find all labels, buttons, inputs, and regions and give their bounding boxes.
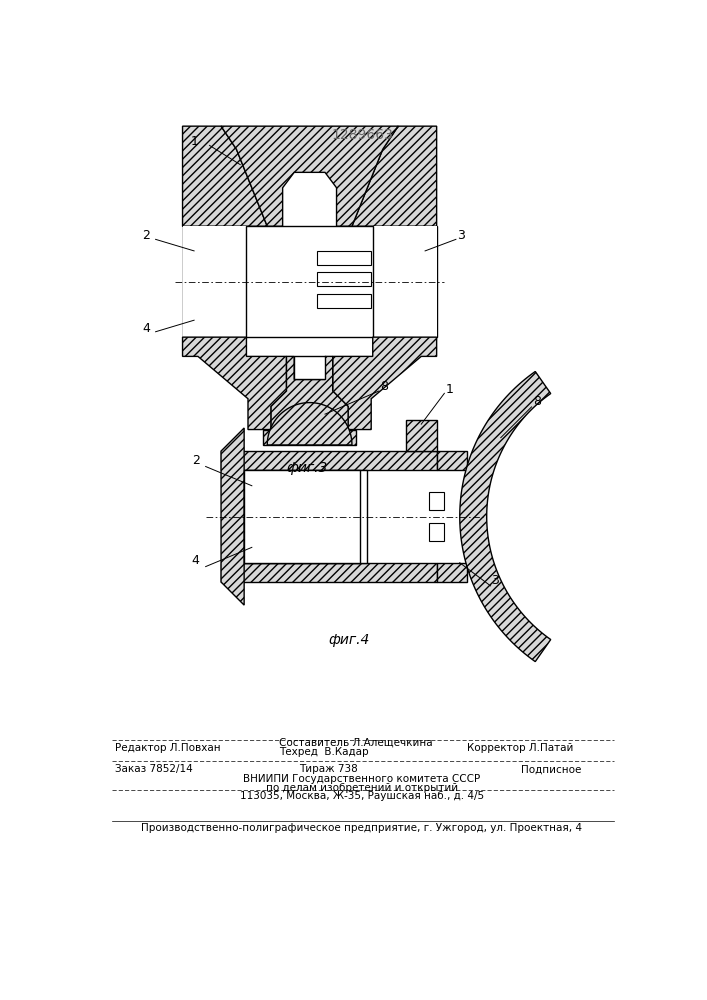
- Bar: [182, 226, 437, 337]
- Text: Составитель Л.Алещечкина: Составитель Л.Алещечкина: [279, 737, 433, 747]
- Bar: [244, 470, 368, 563]
- Text: Заказ 7852/14: Заказ 7852/14: [115, 764, 192, 774]
- Text: 1: 1: [190, 135, 198, 148]
- Text: ВНИИПИ Государственного комитета СССР: ВНИИПИ Государственного комитета СССР: [243, 774, 481, 784]
- Text: 113035, Москва, Ж-35, Раушская наб., д. 4/5: 113035, Москва, Ж-35, Раушская наб., д. …: [240, 791, 484, 801]
- Text: Корректор Л.Патай: Корректор Л.Патай: [467, 743, 574, 753]
- Text: 8: 8: [380, 379, 387, 392]
- Text: 8: 8: [533, 395, 541, 408]
- Text: фиг.4: фиг.4: [329, 633, 370, 647]
- Bar: [429, 492, 444, 510]
- Text: 3: 3: [491, 574, 499, 587]
- Bar: [429, 523, 444, 541]
- Text: фиг.3: фиг.3: [286, 461, 328, 475]
- Text: Техред  В.Кадар: Техред В.Кадар: [279, 747, 368, 757]
- Polygon shape: [267, 403, 352, 445]
- Bar: [317, 272, 371, 286]
- Polygon shape: [406, 420, 437, 451]
- Polygon shape: [437, 451, 467, 470]
- Bar: [317, 251, 371, 265]
- Polygon shape: [182, 226, 247, 337]
- Text: 4: 4: [192, 554, 199, 567]
- Polygon shape: [182, 126, 267, 226]
- Bar: [294, 356, 325, 379]
- Polygon shape: [437, 563, 467, 582]
- Bar: [227, 238, 338, 326]
- Text: Подписное: Подписное: [521, 764, 582, 774]
- Text: 2: 2: [192, 454, 199, 467]
- Text: Тираж 738: Тираж 738: [300, 764, 358, 774]
- Text: Редактор Л.Повхан: Редактор Л.Повхан: [115, 743, 221, 753]
- Bar: [317, 294, 371, 308]
- Text: 2: 2: [143, 229, 151, 242]
- Bar: [244, 470, 360, 563]
- Polygon shape: [373, 226, 437, 337]
- Text: по делам изобретений и открытий: по делам изобретений и открытий: [266, 783, 458, 793]
- Text: 4: 4: [143, 322, 151, 335]
- Polygon shape: [221, 563, 437, 582]
- Text: 3: 3: [457, 229, 464, 242]
- Polygon shape: [333, 337, 437, 430]
- Polygon shape: [221, 451, 437, 470]
- Polygon shape: [460, 371, 551, 662]
- Text: Производственно-полиграфическое предприятие, г. Ужгород, ул. Проектная, 4: Производственно-полиграфическое предприя…: [141, 823, 583, 833]
- Polygon shape: [352, 126, 437, 226]
- Polygon shape: [182, 337, 286, 430]
- Polygon shape: [271, 356, 348, 430]
- Polygon shape: [264, 430, 356, 445]
- Text: 1289663: 1289663: [331, 128, 393, 142]
- Text: 1: 1: [446, 383, 454, 396]
- Polygon shape: [221, 126, 398, 226]
- Bar: [247, 226, 373, 337]
- Polygon shape: [221, 428, 244, 605]
